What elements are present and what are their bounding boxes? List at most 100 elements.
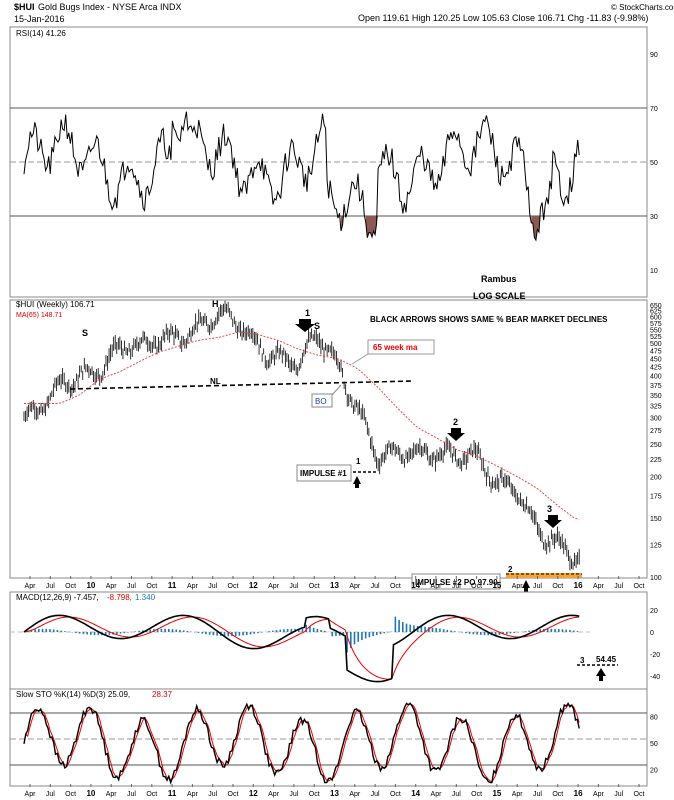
arrow-down-3 bbox=[544, 515, 562, 528]
x-tick-label: Oct bbox=[634, 791, 645, 798]
price-tick: 350 bbox=[650, 393, 662, 400]
x-tick-label: Oct bbox=[471, 583, 482, 590]
macd-hist-bar bbox=[75, 632, 77, 634]
macd-hist-bar bbox=[349, 632, 352, 648]
macd-hist-bar bbox=[171, 629, 174, 632]
x-tick-label: 10 bbox=[86, 789, 95, 798]
macd-hist-bar bbox=[431, 627, 434, 632]
macd-hist-bar bbox=[561, 629, 564, 632]
macd-hist-bar bbox=[275, 630, 278, 632]
macd-hist-bar bbox=[64, 631, 66, 632]
ma-note-pointer bbox=[351, 353, 369, 365]
po-label: 54.45 bbox=[596, 655, 617, 664]
macd-hist-bar bbox=[78, 632, 81, 634]
macd-hist-bar bbox=[398, 619, 400, 632]
price-tick: 575 bbox=[650, 321, 662, 328]
x-tick-label: Oct bbox=[634, 583, 645, 590]
x-tick-label: Apr bbox=[187, 583, 199, 590]
three-macd-label: 3 bbox=[580, 656, 585, 665]
rsi-line bbox=[23, 111, 580, 242]
macd-hist-bar bbox=[550, 628, 553, 632]
macd-hist-bar bbox=[268, 631, 270, 632]
macd-hist-bar bbox=[272, 630, 274, 632]
macd-hist-bar bbox=[528, 630, 530, 632]
macd-hist-bar bbox=[216, 632, 218, 636]
macd-hist-bar bbox=[186, 631, 189, 632]
x-tick-label: Oct bbox=[390, 791, 401, 798]
ma-note-box bbox=[367, 339, 435, 355]
macd-hist-bar bbox=[383, 632, 386, 634]
macd-hist-bar bbox=[56, 630, 59, 632]
x-tick-label: Apr bbox=[512, 791, 524, 798]
macd-hist-bar bbox=[569, 630, 571, 632]
macd-hist: 1.340 bbox=[135, 593, 156, 602]
macd-hist-bar bbox=[413, 625, 415, 632]
h-label: H bbox=[212, 299, 219, 309]
sto-d: 28.37 bbox=[152, 690, 173, 699]
macd-hist-bar bbox=[324, 630, 326, 632]
price-panel bbox=[9, 299, 648, 579]
x-tick-label: Apr bbox=[349, 583, 361, 590]
macd-hist-bar bbox=[246, 632, 248, 635]
nl-label: NL bbox=[210, 377, 221, 386]
x-tick-label: Oct bbox=[228, 583, 239, 590]
macd-label: MACD(12,26,9) -7.457, bbox=[16, 593, 99, 602]
x-tick-label: Jul bbox=[533, 583, 542, 590]
x-tick-label: Oct bbox=[309, 791, 320, 798]
macd-hist-bar bbox=[401, 622, 404, 632]
macd-hist-bar bbox=[249, 632, 252, 635]
x-tick-label: Jul bbox=[127, 791, 136, 798]
macd-hist-bar bbox=[498, 632, 501, 635]
x-tick-label: 14 bbox=[411, 581, 420, 590]
x-tick-label: Jul bbox=[371, 583, 380, 590]
x-tick-label: Apr bbox=[431, 583, 443, 590]
macd-signal: -8.798, bbox=[107, 593, 132, 602]
macd-hist-bar bbox=[234, 632, 237, 637]
macd-hist-bar bbox=[82, 632, 85, 635]
macd-hist-bar bbox=[442, 629, 445, 632]
macd-hist-bar bbox=[346, 632, 348, 653]
macd-hist-bar bbox=[123, 632, 126, 634]
header-name: Gold Bugs Index - NYSE Arca INDX bbox=[38, 2, 182, 12]
macd-hist-bar bbox=[505, 632, 508, 635]
x-tick-label: Oct bbox=[309, 583, 320, 590]
arrow-down-2 bbox=[447, 428, 465, 441]
macd-hist-bar bbox=[576, 631, 579, 632]
macd-hist-bar bbox=[312, 627, 315, 632]
x-tick-label: Oct bbox=[390, 583, 401, 590]
x-tick-label: 15 bbox=[492, 581, 501, 590]
bo-box bbox=[311, 393, 333, 408]
x-tick-label: 10 bbox=[86, 581, 95, 590]
macd-hist-bar bbox=[179, 629, 181, 632]
macd-hist-bar bbox=[320, 629, 322, 632]
x-tick-label: Apr bbox=[106, 791, 118, 798]
macd-hist-bar bbox=[168, 628, 170, 632]
rsi-tick: 90 bbox=[650, 52, 658, 59]
macd-hist-bar bbox=[41, 628, 44, 632]
rsi-tick: 70 bbox=[650, 106, 658, 113]
macd-hist-bar bbox=[90, 632, 92, 635]
macd-hist-bar bbox=[394, 616, 397, 632]
macd-hist-bar bbox=[450, 630, 452, 632]
rsi-tick: 50 bbox=[650, 160, 658, 167]
macd-hist-bar bbox=[535, 629, 538, 632]
x-tick-label: Jul bbox=[452, 583, 461, 590]
headline: BLACK ARROWS SHOWS SAME % BEAR MARKET DE… bbox=[370, 315, 608, 324]
arrow-down-1 bbox=[295, 319, 315, 332]
macd-hist-bar bbox=[446, 629, 449, 632]
log-scale-label: LOG SCALE bbox=[473, 291, 526, 301]
macd-hist-bar bbox=[524, 631, 527, 632]
macd-hist-bar bbox=[435, 628, 438, 632]
price-tick: 275 bbox=[650, 428, 662, 435]
macd-hist-bar bbox=[238, 632, 241, 636]
rsi-label: RSI(14) 41.26 bbox=[16, 29, 66, 38]
macd-hist-bar bbox=[539, 629, 542, 632]
macd-hist-bar bbox=[116, 632, 118, 635]
macd-ticks: 20 0 -20 -40 bbox=[650, 608, 660, 681]
price-tick: 425 bbox=[650, 365, 662, 372]
macd-hist-bar bbox=[182, 630, 185, 632]
macd-hist-bar bbox=[138, 630, 140, 632]
macd-hist-bar bbox=[30, 629, 33, 632]
sto-label: Slow STO %K(14) %D(3) 25.09, bbox=[16, 690, 130, 699]
macd-hist-bar bbox=[368, 632, 371, 638]
